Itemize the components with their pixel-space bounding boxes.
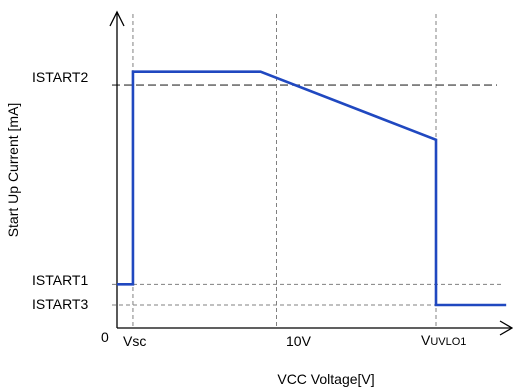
y-tick-label-istart3: ISTART3 xyxy=(32,296,88,312)
y-axis-title: Start Up Current [mA] xyxy=(5,103,21,238)
x-tick-label-vuvlo1: VUVLO1 xyxy=(421,332,466,348)
x-tick-label-vsc: Vsc xyxy=(123,333,146,349)
vuvlo-sub: UVLO1 xyxy=(430,336,466,348)
y-tick-label-istart2: ISTART2 xyxy=(32,69,88,85)
x-axis-title: VCC Voltage[V] xyxy=(277,371,374,387)
vuvlo-main: V xyxy=(421,332,431,348)
x-tick-label-10v: 10V xyxy=(286,333,312,349)
startup-current-line-0 xyxy=(117,70,507,307)
origin-tick-label: 0 xyxy=(101,329,109,345)
y-tick-label-istart1: ISTART1 xyxy=(32,272,88,288)
x-axis-arrow xyxy=(499,320,513,336)
y-axis-arrow xyxy=(109,10,125,27)
